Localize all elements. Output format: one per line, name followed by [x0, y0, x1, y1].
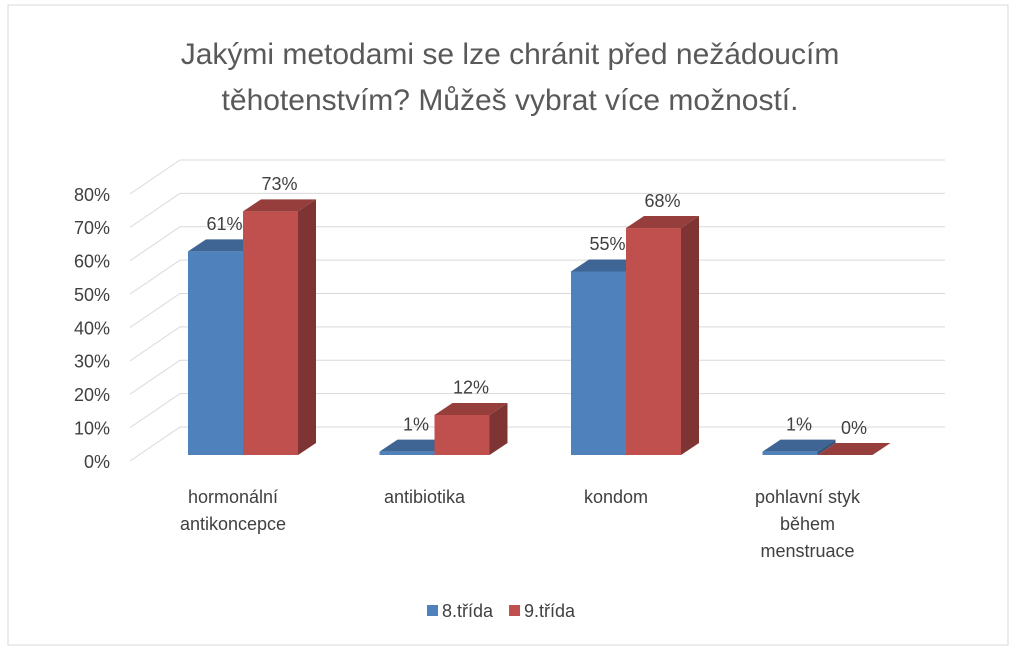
- bar-top: [188, 239, 261, 252]
- data-label: 55%: [589, 234, 625, 254]
- data-label: 68%: [644, 191, 680, 211]
- bar-side: [298, 199, 316, 455]
- y-tick-label: 40%: [74, 318, 110, 338]
- data-label: 0%: [841, 418, 867, 438]
- x-tick-label: kondom: [583, 487, 649, 507]
- bar-top: [762, 439, 836, 452]
- bar-front: [243, 211, 298, 455]
- legend-swatch: [509, 605, 521, 616]
- bar-side: [681, 216, 699, 455]
- y-tick-label: 70%: [74, 218, 110, 238]
- grid-line: [129, 192, 945, 228]
- y-tick-label: 80%: [74, 185, 110, 205]
- bar-front: [626, 228, 681, 455]
- bar-top: [434, 402, 508, 415]
- data-label: 61%: [206, 214, 242, 234]
- x-tick-label: antibiotika: [383, 487, 466, 507]
- y-tick-label: 50%: [74, 285, 110, 305]
- legend-label: 8.třída: [442, 601, 494, 621]
- bar-top: [379, 439, 453, 452]
- chart-title: Jakými metodami se lze chránit před nežá…: [180, 38, 840, 117]
- bar-front: [188, 251, 243, 455]
- data-label: 1%: [786, 414, 812, 434]
- x-tick-label: hormonální antikoncepce: [179, 487, 287, 534]
- bar-front: [762, 451, 818, 455]
- bar-top: [626, 216, 699, 229]
- bar-top: [571, 259, 644, 272]
- data-label: 1%: [403, 414, 429, 434]
- data-label: 12%: [453, 378, 489, 398]
- y-tick-label: 20%: [74, 385, 110, 405]
- bar-top: [817, 443, 891, 455]
- y-tick-label: 0%: [84, 452, 110, 472]
- bar-top: [243, 199, 316, 212]
- bar-front: [434, 414, 490, 455]
- bar-side: [817, 439, 836, 455]
- bar-front: [379, 451, 435, 455]
- x-tick-label: pohlavní styk během menstruace: [754, 487, 861, 561]
- y-tick-label: 10%: [74, 418, 110, 438]
- legend-swatch: [427, 605, 438, 616]
- bar-front: [571, 271, 626, 455]
- chart-border: [7, 4, 1009, 646]
- grid-line: [129, 159, 945, 195]
- y-tick-label: 60%: [74, 252, 110, 272]
- y-tick-label: 30%: [74, 352, 110, 372]
- legend-label: 9.třída: [524, 601, 576, 621]
- bar-side: [489, 402, 508, 455]
- data-label: 73%: [261, 174, 297, 194]
